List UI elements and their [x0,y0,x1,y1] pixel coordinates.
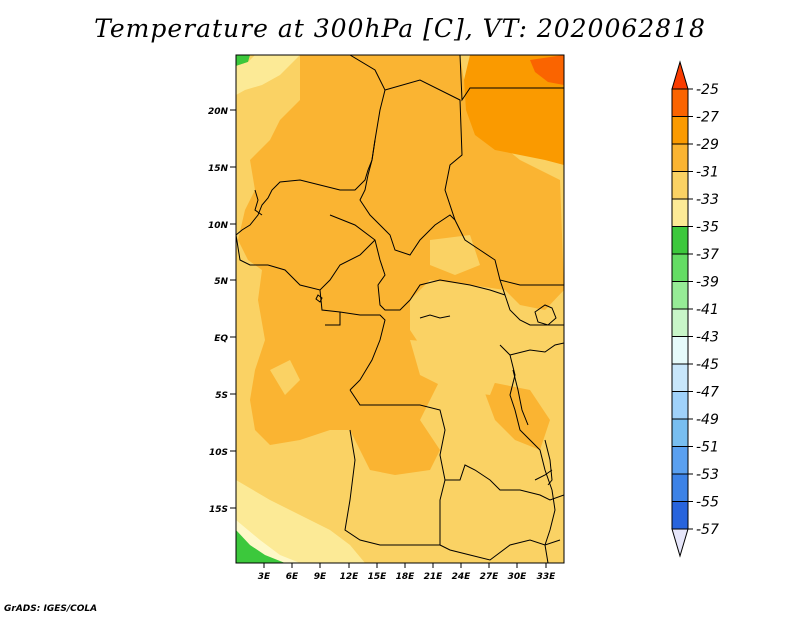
colorbar: -25 -27 -29 -31 -33 -35 -37 -39 -41 -43 -45 -47 -49 -… [671,60,719,558]
colorbar-label: -39 [696,275,719,291]
colorbar-label: -37 [696,247,719,263]
lat-label: 5N [214,277,228,287]
colorbar-swatch [671,418,689,447]
lon-label: 24E [452,572,472,582]
lakes [315,294,553,481]
colorbar-label: -53 [696,467,719,483]
lon-label: 15E [368,572,388,582]
colorbar-label: -27 [696,110,719,126]
map-title: Temperature at 300hPa [C], VT: 202006281… [94,14,706,43]
colorbar-label: -25 [696,82,719,98]
colorbar-swatch [671,116,689,145]
colorbar-swatch [671,501,689,530]
colorbar-label: -45 [696,357,719,373]
country-borders [236,55,564,563]
map-frame [235,54,565,564]
colorbar-swatch [671,281,689,310]
lat-labels: 20N 15N 10N 5N EQ 5S 10S 15S [208,107,229,515]
temperature-field [236,55,564,563]
lat-label: 15S [209,505,228,515]
colorbar-swatch [671,143,689,172]
colorbar-top-arrow [671,60,689,90]
colorbar-swatch [671,473,689,502]
colorbar-label: -51 [696,440,719,456]
lon-label: 27E [480,572,500,582]
colorbar-swatch [671,171,689,200]
lon-label: 21E [424,572,444,582]
lon-label: 30E [508,572,528,582]
colorbar-swatch [671,88,689,117]
colorbar-label: -33 [696,192,719,208]
colorbar-swatch [671,363,689,392]
lon-label: 18E [396,572,416,582]
colorbar-label: -41 [696,302,719,318]
colorbar-label: -47 [696,385,719,401]
colorbar-swatch [671,198,689,227]
lon-labels: 3E 6E 9E 12E 15E 18E 21E 24E 27E 30E 33E [258,572,556,582]
colorbar-swatch [671,226,689,255]
grads-credit: GrADS: IGES/COLA [4,604,98,614]
lon-label: 3E [258,572,271,582]
colorbar-label: -35 [696,220,719,236]
colorbar-label: -29 [696,137,719,153]
lat-label: 10S [209,448,228,458]
lon-label: 33E [537,572,557,582]
colorbar-bottom-arrow [671,528,689,558]
lat-label: 15N [208,164,229,174]
lon-axis [263,563,547,568]
lat-label: 10N [208,221,229,231]
colorbar-label: -43 [696,330,719,346]
lat-label: EQ [214,334,228,344]
colorbar-label: -31 [696,165,719,181]
lat-label: 20N [208,107,229,117]
colorbar-swatch [671,253,689,282]
colorbar-swatch [671,391,689,420]
colorbar-swatch [671,336,689,365]
lon-label: 6E [286,572,299,582]
lat-axis [230,109,236,509]
lon-label: 12E [340,572,360,582]
colorbar-label: -57 [696,522,719,538]
colorbar-swatch [671,446,689,475]
colorbar-swatch [671,308,689,337]
colorbar-label: -55 [696,495,719,511]
lat-label: 5S [215,391,228,401]
lon-label: 9E [314,572,327,582]
colorbar-label: -49 [696,412,719,428]
